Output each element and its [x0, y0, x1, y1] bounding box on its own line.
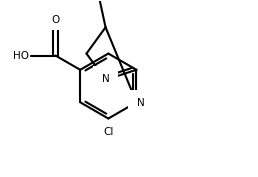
- Text: HO: HO: [13, 50, 29, 61]
- Text: Cl: Cl: [103, 127, 114, 137]
- Text: O: O: [51, 15, 60, 25]
- Text: N: N: [102, 74, 109, 84]
- Text: N: N: [136, 98, 144, 108]
